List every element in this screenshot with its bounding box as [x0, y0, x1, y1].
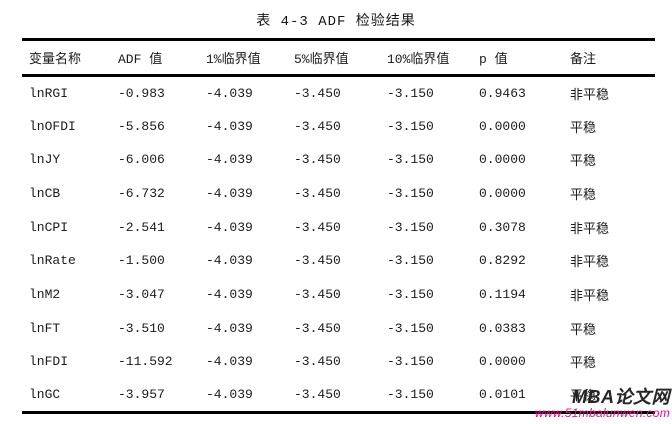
column-header-crit5: 5%临界值 [294, 52, 349, 67]
cell-p: 0.0101 [479, 387, 526, 403]
cell-crit1: -4.039 [206, 152, 253, 168]
cell-adf: -5.856 [118, 118, 165, 134]
table-row: lnJY -6.006 -4.039 -3.450 -3.150 0.0000 平稳 [22, 143, 655, 177]
cell-crit5: -3.450 [294, 85, 341, 101]
cell-variable: lnFDI [29, 354, 69, 370]
table-row: lnRGI -0.983 -4.039 -3.450 -3.150 0.9463 非平稳 [22, 76, 655, 110]
table-row: lnCPI -2.541 -4.039 -3.450 -3.150 0.3078 非平稳 [22, 210, 655, 244]
cell-remark: 非平稳 [570, 87, 610, 103]
cell-variable: lnJY [29, 152, 61, 168]
cell-adf: -1.500 [118, 253, 165, 269]
cell-crit5: -3.450 [294, 387, 341, 403]
cell-crit1: -4.039 [206, 354, 253, 370]
cell-crit10: -3.150 [387, 152, 434, 168]
watermark-url: www.51mbalunwen.com [534, 405, 670, 420]
cell-p: 0.9463 [479, 85, 526, 101]
cell-crit5: -3.450 [294, 118, 341, 134]
cell-crit10: -3.150 [387, 387, 434, 403]
cell-variable: lnRate [29, 253, 76, 269]
cell-variable: lnOFDI [29, 118, 76, 134]
cell-variable: lnCB [29, 185, 61, 201]
table-row: lnFT -3.510 -4.039 -3.450 -3.150 0.0383 平稳 [22, 311, 655, 345]
table-row: lnRate -1.500 -4.039 -3.450 -3.150 0.8292 非平稳 [22, 244, 655, 278]
cell-crit1: -4.039 [206, 185, 253, 201]
cell-crit1: -4.039 [206, 320, 253, 336]
cell-variable: lnGC [29, 387, 61, 403]
cell-variable: lnM2 [29, 286, 61, 302]
cell-variable: lnRGI [29, 85, 69, 101]
cell-crit5: -3.450 [294, 253, 341, 269]
cell-p: 0.0000 [479, 354, 526, 370]
table-row: lnOFDI -5.856 -4.039 -3.450 -3.150 0.0000 平稳 [22, 109, 655, 143]
table-row: lnM2 -3.047 -4.039 -3.450 -3.150 0.1194 非平稳 [22, 278, 655, 312]
cell-crit10: -3.150 [387, 85, 434, 101]
table-row: lnCB -6.732 -4.039 -3.450 -3.150 0.0000 平稳 [22, 177, 655, 211]
adf-table-head-row: 变量名称 ADF 值 1%临界值 5%临界值 10%临界值 p 值 备注 [22, 40, 655, 76]
cell-adf: -3.510 [118, 320, 165, 336]
cell-adf: -0.983 [118, 85, 165, 101]
cell-variable: lnCPI [29, 219, 69, 235]
cell-crit1: -4.039 [206, 219, 253, 235]
watermark-brand: MBA论文网 [572, 387, 670, 407]
cell-p: 0.0000 [479, 118, 526, 134]
cell-remark: 非平稳 [570, 288, 610, 304]
cell-crit10: -3.150 [387, 286, 434, 302]
table-caption: 表 4-3 ADF 检验结果 [256, 14, 416, 30]
cell-crit1: -4.039 [206, 253, 253, 269]
cell-crit5: -3.450 [294, 185, 341, 201]
cell-crit10: -3.150 [387, 253, 434, 269]
cell-remark: 平稳 [570, 322, 597, 338]
column-header-variable: 变量名称 [29, 52, 82, 67]
cell-remark: 平稳 [570, 120, 597, 136]
cell-crit10: -3.150 [387, 354, 434, 370]
adf-table-body: lnRGI -0.983 -4.039 -3.450 -3.150 0.9463 非平稳 ln… [22, 76, 655, 413]
cell-remark: 平稳 [570, 187, 597, 203]
cell-adf: -11.592 [118, 354, 173, 370]
cell-crit10: -3.150 [387, 320, 434, 336]
column-header-crit1: 1%临界值 [206, 52, 261, 67]
cell-variable: lnFT [29, 320, 61, 336]
cell-adf: -3.957 [118, 387, 165, 403]
cell-p: 0.0383 [479, 320, 526, 336]
cell-adf: -6.006 [118, 152, 165, 168]
cell-p: 0.8292 [479, 253, 526, 269]
cell-adf: -2.541 [118, 219, 165, 235]
cell-remark: 平稳 [570, 356, 597, 372]
adf-results-table: 变量名称 ADF 值 1%临界值 5%临界值 10%临界值 p 值 备注 lnRGI -0.9… [22, 38, 655, 414]
cell-p: 0.0000 [479, 185, 526, 201]
cell-remark: 非平稳 [570, 255, 610, 271]
cell-crit10: -3.150 [387, 118, 434, 134]
cell-crit10: -3.150 [387, 185, 434, 201]
cell-crit1: -4.039 [206, 85, 253, 101]
table-row: lnFDI -11.592 -4.039 -3.450 -3.150 0.0000 平稳 [22, 345, 655, 379]
cell-crit1: -4.039 [206, 387, 253, 403]
column-header-p: p 值 [479, 52, 508, 67]
table-row: lnGC -3.957 -4.039 -3.450 -3.150 0.0101 平稳 [22, 379, 655, 413]
column-header-remark: 备注 [570, 52, 597, 67]
column-header-crit10: 10%临界值 [387, 52, 450, 67]
cell-adf: -3.047 [118, 286, 165, 302]
cell-adf: -6.732 [118, 185, 165, 201]
cell-remark: 平稳 [570, 154, 597, 170]
cell-crit5: -3.450 [294, 354, 341, 370]
cell-remark: 非平稳 [570, 221, 610, 237]
cell-crit1: -4.039 [206, 118, 253, 134]
adf-table-head: 变量名称 ADF 值 1%临界值 5%临界值 10%临界值 p 值 备注 [22, 40, 655, 76]
cell-crit5: -3.450 [294, 152, 341, 168]
cell-remark: 平稳 [570, 389, 597, 405]
cell-p: 0.1194 [479, 286, 526, 302]
cell-crit10: -3.150 [387, 219, 434, 235]
cell-crit5: -3.450 [294, 286, 341, 302]
cell-crit1: -4.039 [206, 286, 253, 302]
column-header-adf: ADF 值 [118, 52, 163, 67]
cell-crit5: -3.450 [294, 219, 341, 235]
cell-p: 0.3078 [479, 219, 526, 235]
watermark: MBA论文网 www.51mbalunwen.com [535, 388, 670, 419]
cell-p: 0.0000 [479, 152, 526, 168]
cell-crit5: -3.450 [294, 320, 341, 336]
